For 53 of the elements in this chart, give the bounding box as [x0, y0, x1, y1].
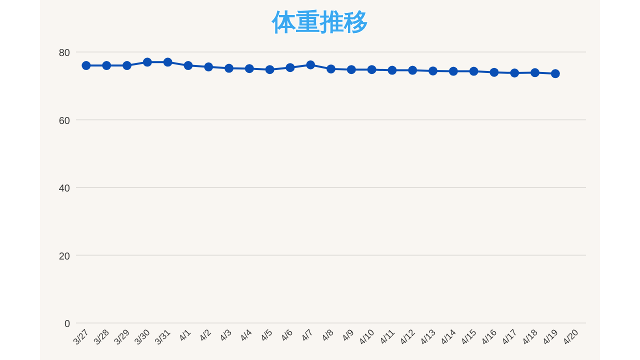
- point: [102, 61, 112, 70]
- point: [82, 61, 91, 70]
- point: [326, 64, 336, 74]
- x-tick-label: 4/4: [238, 327, 254, 344]
- point: [224, 64, 234, 73]
- x-tick-label: 4/5: [258, 327, 274, 344]
- x-tick-label: 4/18: [520, 327, 540, 347]
- x-tick-label: 3/28: [92, 327, 112, 347]
- x-tick-label: 4/2: [197, 327, 214, 344]
- point: [122, 61, 132, 70]
- x-tick-label: 4/12: [398, 327, 418, 347]
- point: [510, 68, 520, 78]
- point: [286, 63, 295, 72]
- point: [367, 65, 376, 74]
- y-tick-label: 40: [58, 184, 70, 194]
- x-tick-label: 4/9: [340, 327, 356, 344]
- x-tick-label: 4/14: [438, 327, 458, 347]
- point: [244, 64, 254, 74]
- x-tick-label: 4/11: [378, 327, 397, 346]
- point: [469, 66, 478, 76]
- point: [142, 58, 152, 67]
- point: [550, 69, 560, 78]
- point: [265, 65, 274, 74]
- x-tick-label: 4/16: [479, 327, 499, 347]
- point: [204, 62, 214, 72]
- point: [306, 60, 316, 70]
- x-tick-label: 4/1: [176, 327, 193, 344]
- point: [530, 68, 540, 78]
- x-tick-label: 3/30: [132, 327, 152, 347]
- x-tick-label: 4/13: [418, 327, 438, 347]
- y-tick-label: 0: [64, 319, 70, 330]
- y-tick-label: 60: [58, 116, 70, 127]
- x-tick-label: 3/31: [152, 327, 172, 347]
- point: [163, 58, 172, 67]
- point: [448, 66, 458, 76]
- point: [408, 66, 418, 75]
- x-tick-label: 4/3: [217, 327, 234, 344]
- y-tick-label: 20: [58, 251, 70, 262]
- x-tick-label: 4/19: [540, 327, 560, 347]
- x-tick-label: 4/15: [458, 327, 478, 347]
- x-tick-label: 4/8: [319, 327, 336, 344]
- x-tick-label: 4/6: [278, 327, 295, 344]
- y-tick-label: 80: [58, 48, 70, 59]
- x-tick-label: 4/20: [560, 327, 580, 347]
- point: [388, 66, 397, 75]
- point: [490, 68, 499, 77]
- point: [184, 61, 193, 70]
- x-tick-label: 4/10: [356, 327, 376, 347]
- point: [346, 65, 356, 74]
- point: [428, 66, 438, 76]
- x-tick-label: 4/7: [299, 327, 316, 344]
- chart-title: 体重推移: [271, 9, 368, 36]
- x-tick-label: 3/29: [112, 327, 132, 347]
